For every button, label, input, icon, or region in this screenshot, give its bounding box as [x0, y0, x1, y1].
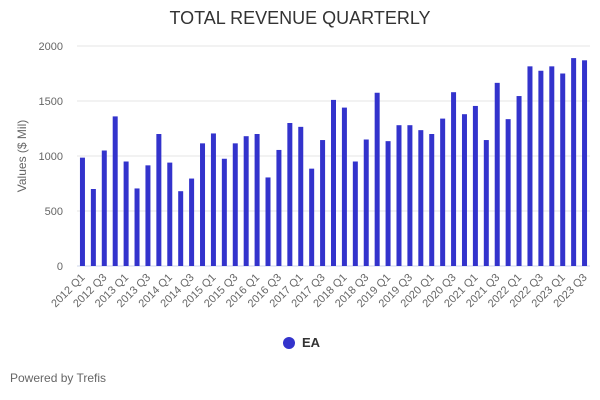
bar	[461, 114, 467, 266]
bar	[440, 118, 446, 266]
y-tick-label: 1000	[39, 151, 63, 163]
bar	[527, 66, 533, 266]
bar	[79, 157, 85, 266]
bar	[167, 162, 173, 266]
bar	[516, 96, 522, 266]
legend-marker-icon	[283, 336, 295, 349]
bar	[243, 136, 249, 266]
y-axis-label: Values ($ Mil)	[15, 120, 29, 192]
bar	[145, 165, 151, 266]
bar	[200, 143, 206, 266]
bar	[494, 82, 500, 266]
y-tick-label: 1500	[39, 96, 63, 108]
bar	[560, 73, 566, 266]
bar	[505, 119, 511, 267]
bar	[101, 150, 107, 266]
bar	[385, 141, 391, 266]
bar	[287, 123, 293, 266]
legend[interactable]: EA	[283, 335, 320, 350]
chart-title: TOTAL REVENUE QUARTERLY	[169, 8, 431, 28]
bar	[189, 178, 195, 266]
bar	[156, 134, 162, 266]
bar	[472, 105, 478, 266]
bar	[571, 58, 577, 266]
bar	[341, 107, 347, 266]
bar	[123, 161, 129, 266]
bar	[331, 99, 336, 267]
bar	[112, 116, 118, 267]
bar	[396, 125, 402, 266]
bar	[90, 189, 96, 266]
bar	[429, 134, 435, 266]
bar	[265, 177, 271, 266]
bar	[134, 188, 140, 266]
bar	[418, 130, 424, 266]
y-tick-label: 500	[45, 206, 63, 218]
bar	[451, 92, 457, 266]
bar	[374, 92, 380, 266]
bar	[298, 126, 304, 266]
bar	[363, 139, 369, 266]
bar	[221, 158, 227, 266]
bar	[538, 70, 544, 266]
bar	[178, 191, 184, 266]
bar	[210, 133, 216, 266]
bar	[483, 140, 489, 266]
legend-label: EA	[302, 335, 321, 350]
bar	[232, 143, 238, 266]
bar	[276, 149, 282, 266]
bar	[254, 134, 260, 266]
y-tick-label: 0	[57, 261, 63, 273]
credit-text: Powered by Trefis	[10, 371, 107, 385]
bar	[309, 168, 315, 266]
bar	[582, 60, 588, 266]
bar	[320, 140, 326, 266]
bar	[407, 125, 413, 266]
y-tick-label: 2000	[39, 41, 63, 53]
bar	[549, 66, 555, 266]
bar	[352, 161, 358, 266]
